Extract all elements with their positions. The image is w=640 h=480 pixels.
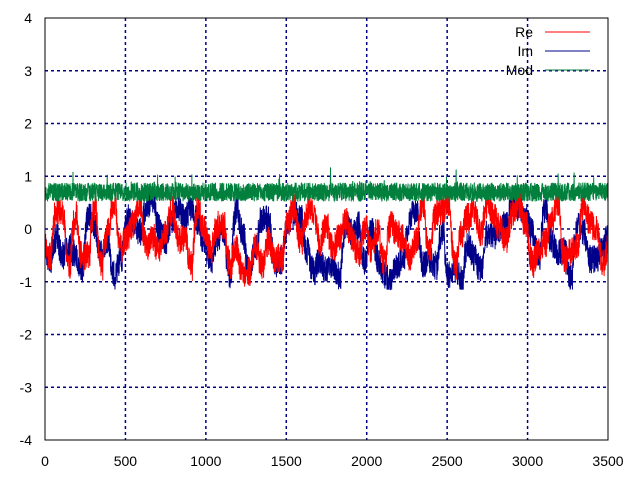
y-tick-label: -2	[20, 327, 33, 343]
y-tick-label: 1	[24, 168, 32, 184]
legend: Re Im Mod	[506, 24, 590, 78]
legend-label-im: Im	[517, 43, 533, 59]
x-tick-label: 3500	[592, 453, 623, 469]
series-lines	[44, 167, 609, 291]
plot-frame	[44, 17, 609, 441]
y-tick-label: -3	[20, 379, 33, 395]
series-line-mod	[44, 167, 609, 203]
x-tick-label: 0	[41, 453, 49, 469]
x-tick-label: 2000	[351, 453, 382, 469]
series-line-re	[44, 187, 609, 287]
x-tick-label: 1000	[190, 453, 221, 469]
y-tick-label: 2	[24, 116, 32, 132]
y-tick-label: -4	[20, 432, 33, 448]
y-tick-label: 0	[24, 221, 32, 237]
x-tick-label: 500	[114, 453, 138, 469]
y-tick-label: 3	[24, 63, 32, 79]
y-tick-label: 4	[24, 10, 32, 26]
x-tick-label: 2500	[432, 453, 463, 469]
legend-label-re: Re	[515, 24, 533, 40]
x-tick-label: 1500	[271, 453, 302, 469]
legend-label-mod: Mod	[506, 62, 533, 78]
y-tick-label: -1	[20, 274, 33, 290]
x-tick-label: 3000	[512, 453, 543, 469]
tick-labels: 0 500 1000 1500 2000 2500 3000 3500 4 3 2 1 0 -1 -2 -3 -…	[20, 10, 624, 469]
